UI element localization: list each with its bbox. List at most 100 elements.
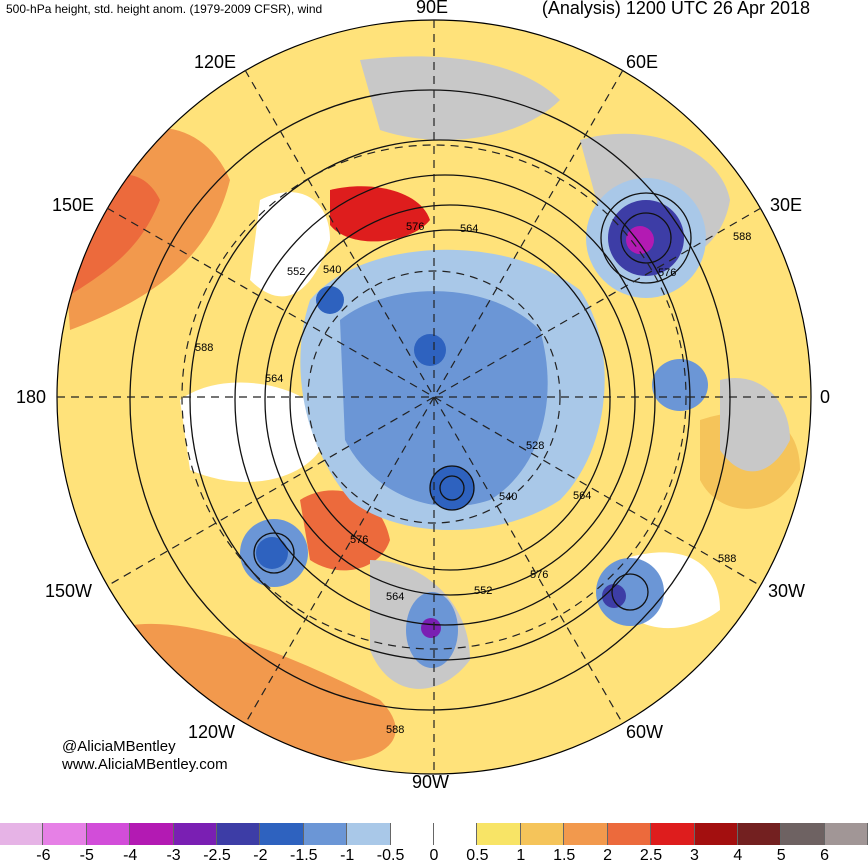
contour-label: 564: [386, 591, 404, 603]
colorbar-swatch: [0, 823, 44, 845]
cold-low-gulf-core: [421, 618, 441, 638]
lon-label-150w: 150W: [45, 581, 93, 601]
colorbar-swatch: [173, 823, 218, 845]
land-gray-atlantic: [720, 378, 790, 472]
colorbar-label: 1.5: [553, 847, 576, 864]
colorbar-swatch: [477, 823, 521, 845]
colorbar-label: 0: [429, 847, 439, 864]
colorbar-label: 3: [689, 847, 699, 864]
lon-label-150e: 150E: [52, 195, 95, 215]
cold-anomaly-arctic-core: [340, 291, 548, 507]
colorbar-swatch: [43, 823, 87, 845]
contour-label: 540: [323, 264, 341, 276]
colorbar: [0, 823, 868, 845]
cold-low-atlantic-core: [602, 584, 626, 608]
colorbar-label: -2: [253, 847, 268, 864]
colorbar-swatch: [130, 823, 174, 845]
colorbar-swatch: [520, 823, 565, 845]
cold-low-pacific-core: [256, 537, 288, 569]
cold-core-3: [316, 286, 344, 314]
lon-label-120w: 120W: [188, 722, 236, 742]
land-gray-asia: [360, 56, 560, 140]
contour-label: 576: [406, 221, 424, 233]
contour-label: 564: [265, 373, 283, 385]
contour: [253, 532, 295, 574]
colorbar-swatch: [390, 823, 435, 845]
contour: [439, 475, 465, 501]
lon-label-60w: 60W: [626, 722, 664, 742]
contour: [189, 139, 691, 661]
map-valid-time: (Analysis) 1200 UTC 26 Apr 2018: [541, 0, 810, 18]
contour-label: 552: [474, 585, 492, 597]
contour-label: 588: [718, 553, 736, 565]
warm-anomaly-south: [90, 623, 396, 762]
credit-handle: @AliciaMBentley: [62, 738, 176, 755]
contour-label: 540: [499, 491, 517, 503]
contour: [600, 192, 692, 284]
contour: [234, 174, 656, 626]
cold-low-europe-core: [626, 226, 654, 254]
colorbar-label: 4: [733, 847, 743, 864]
contour: [129, 89, 731, 711]
neutral-region-1: [180, 382, 330, 482]
height-contours: [129, 89, 731, 711]
contour-label: 564: [573, 490, 591, 502]
map-title: 500-hPa height, std. height anom. (1979-…: [6, 2, 323, 16]
colorbar-swatch: [607, 823, 652, 845]
latitude-circle: [307, 270, 561, 524]
contour-label: 588: [195, 342, 213, 354]
lon-label-90e: 90E: [416, 0, 449, 17]
colorbar-label: 0.5: [466, 847, 489, 864]
colorbar-labels: -6 -5 -4 -3 -2.5 -2 -1.5 -1 -0.5 0 0.5 1 1.5 2 2.5 3 4 5 6: [0, 847, 868, 865]
colorbar-swatch: [347, 823, 391, 845]
neutral-region-2: [250, 192, 330, 297]
colorbar-label: -3: [166, 847, 181, 864]
lon-label-90w: 90W: [412, 772, 450, 792]
colorbar-swatch: [737, 823, 782, 845]
colorbar-swatch: [86, 823, 131, 845]
contour-label: 528: [526, 440, 544, 452]
colorbar-label: 2.5: [639, 847, 663, 864]
colorbar-swatch: [781, 823, 825, 845]
contour-label: 576: [658, 267, 676, 279]
cold-blob-east: [652, 359, 708, 411]
contour: [289, 229, 611, 571]
colorbar-swatch: [303, 823, 348, 845]
contour-label: 564: [460, 223, 478, 235]
lon-label-180: 180: [16, 387, 47, 407]
latitude-circle: [181, 144, 687, 650]
lon-label-120e: 120E: [194, 52, 237, 72]
colorbar-label: -1.5: [290, 847, 318, 864]
colorbar-label: -5: [79, 847, 94, 864]
contour: [429, 465, 475, 511]
colorbar-swatch: [651, 823, 695, 845]
colorbar-swatch: [434, 823, 478, 845]
lon-label-60e: 60E: [626, 52, 659, 72]
colorbar-label: -6: [36, 847, 51, 864]
colorbar-swatch: [260, 823, 304, 845]
contour-label: 576: [530, 569, 548, 581]
lon-label-30w: 30W: [768, 581, 806, 601]
contour: [264, 204, 636, 596]
polar-map: 576 564 552 540 588 564 528 540 564 576 …: [56, 19, 812, 775]
warm-anomaly-north: [330, 186, 430, 242]
contour: [620, 212, 672, 264]
colorbar-label: -1: [340, 847, 355, 864]
colorbar-label: -2.5: [203, 847, 231, 864]
colorbar-swatch: [694, 823, 738, 845]
colorbar-label: 5: [776, 847, 786, 864]
colorbar-swatch: [217, 823, 261, 845]
lon-label-0: 0: [820, 387, 831, 407]
cold-core-1: [430, 466, 474, 510]
contour-label: 588: [733, 231, 751, 243]
colorbar-label: -0.5: [376, 847, 405, 864]
contour: [611, 573, 649, 611]
colorbar-label: 6: [820, 847, 830, 864]
cold-core-2: [414, 334, 446, 366]
graticule: [57, 20, 811, 774]
lon-label-30e: 30E: [770, 195, 803, 215]
colorbar-swatch: [824, 823, 868, 845]
colorbar-label: 2: [603, 847, 613, 864]
credit-site: www.AliciaMBentley.com: [62, 756, 228, 773]
contour-label: 576: [350, 534, 368, 546]
